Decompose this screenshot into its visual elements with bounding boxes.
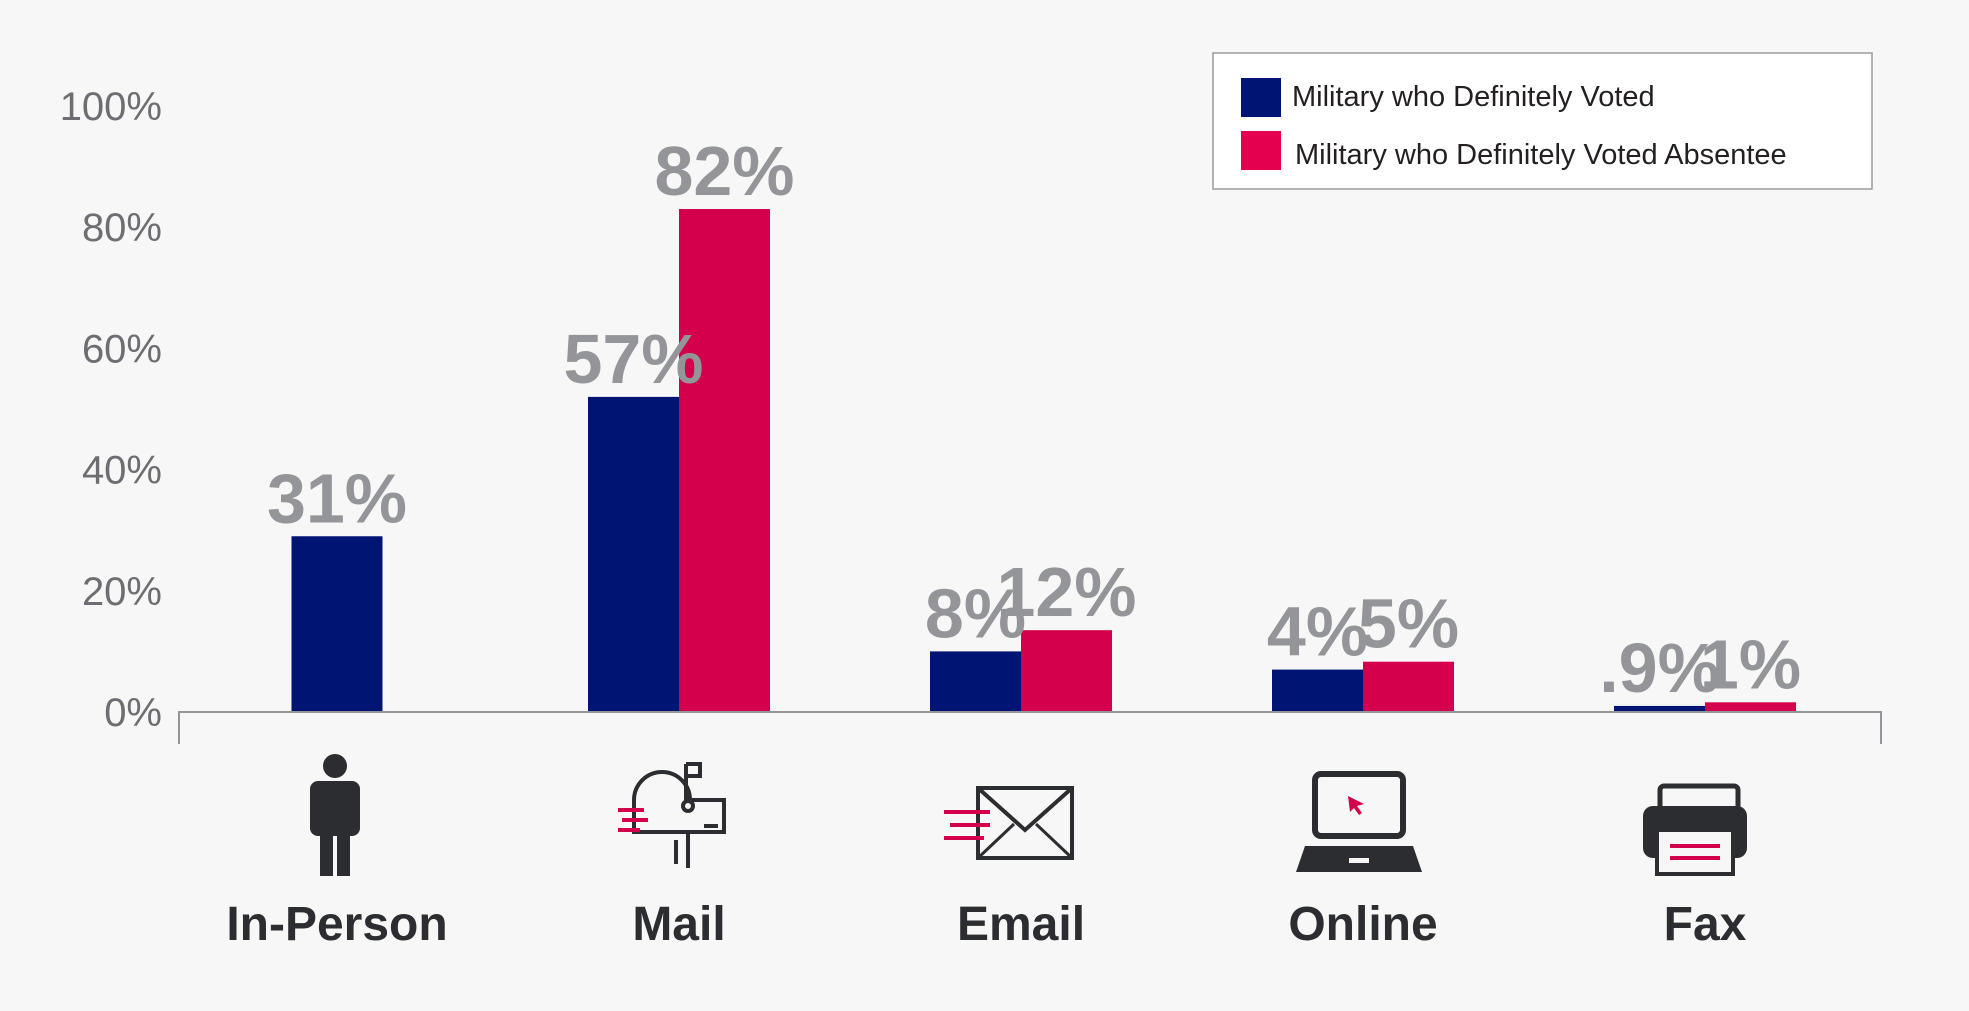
legend-swatch-voted <box>1241 78 1281 117</box>
y-tick-label: 100% <box>60 85 162 129</box>
legend-box <box>1212 52 1873 190</box>
mailbox-icon <box>618 762 726 868</box>
bars <box>291 209 1796 712</box>
bar-online-series-1 <box>1272 669 1363 712</box>
value-label: 1% <box>1700 625 1801 703</box>
bar-fax-series-1 <box>1614 705 1705 712</box>
envelope-icon <box>944 786 1074 860</box>
y-axis-ticks: 0% 20% 40% 60% 80% 100% <box>60 85 162 735</box>
bar-in-person-series-1 <box>291 536 383 712</box>
bar-online-series-2 <box>1363 661 1454 712</box>
category-label-fax: Fax <box>1664 898 1747 951</box>
value-label: 31% <box>267 459 407 537</box>
fax-machine-icon <box>1643 783 1747 876</box>
y-tick-label: 0% <box>104 691 162 735</box>
category-label-in-person: In-Person <box>226 898 447 951</box>
value-label: 57% <box>563 320 703 398</box>
y-tick-label: 60% <box>82 327 162 371</box>
bar-fax-series-2 <box>1705 702 1796 712</box>
bar-email-series-2 <box>1021 630 1112 712</box>
value-label: 82% <box>654 132 794 210</box>
laptop-icon <box>1296 771 1422 872</box>
value-labels: 31% 57% 82% 8%12% 4%5% .9%1% <box>267 132 1801 707</box>
y-tick-label: 40% <box>82 449 162 493</box>
bar-mail-series-2 <box>679 209 770 712</box>
y-tick-label: 20% <box>82 570 162 614</box>
value-label: 12% <box>996 553 1136 631</box>
legend: Military who Definitely Voted Military w… <box>1212 52 1873 190</box>
value-label: 8% <box>925 574 1026 652</box>
value-label: 5% <box>1358 585 1459 663</box>
y-tick-label: 80% <box>82 206 162 250</box>
category-labels: In-Person Mail Email Online Fax <box>226 898 1746 951</box>
value-label: 4% <box>1267 593 1368 671</box>
category-label-online: Online <box>1288 898 1437 951</box>
category-label-email: Email <box>957 898 1085 951</box>
legend-label-voted: Military who Definitely Voted <box>1292 81 1655 113</box>
person-icon <box>310 754 360 876</box>
bar-email-series-1 <box>930 651 1021 712</box>
value-label: .9% <box>1599 629 1720 707</box>
category-label-mail: Mail <box>632 898 725 951</box>
bar-mail-series-1 <box>588 396 679 712</box>
legend-swatch-absentee <box>1241 131 1281 170</box>
legend-label-absentee: Military who Definitely Voted Absentee <box>1295 139 1787 171</box>
x-axis <box>178 711 1882 744</box>
